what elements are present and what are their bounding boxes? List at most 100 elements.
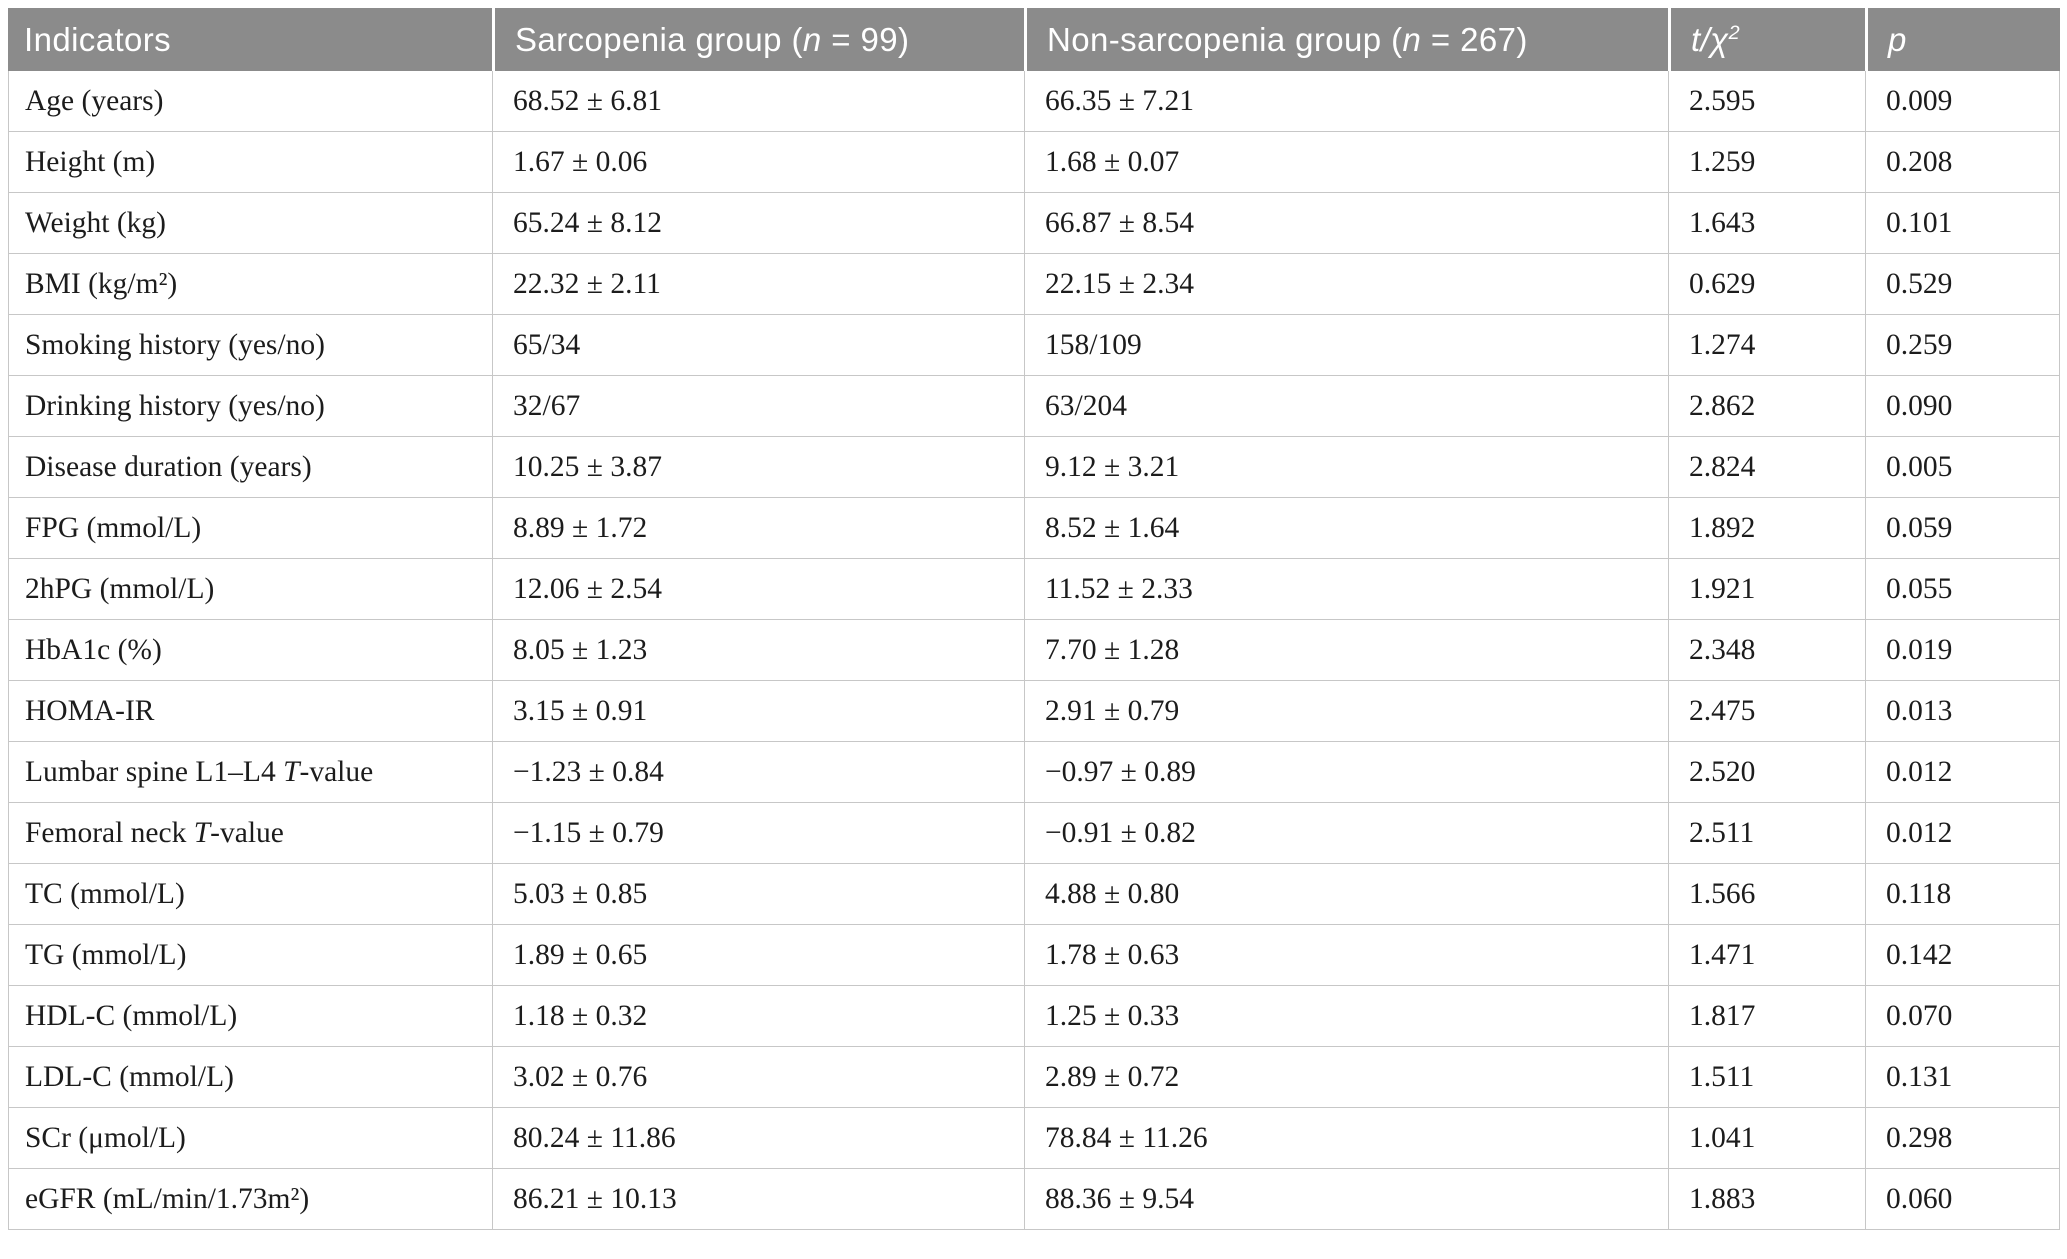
table-row: LDL-C (mmol/L) 3.02 ± 0.76 2.89 ± 0.72 1.51… (8, 1047, 2060, 1108)
cell-p-value: 0.259 (1865, 315, 2060, 376)
cell-indicator: 2hPG (mmol/L) (8, 559, 492, 620)
cell-p-value: 0.013 (1865, 681, 2060, 742)
cell-non-sarcopenia-value: 4.88 ± 0.80 (1024, 864, 1668, 925)
column-header-indicators: Indicators (8, 8, 492, 71)
cell-non-sarcopenia-value: −0.97 ± 0.89 (1024, 742, 1668, 803)
chi-superscript-2: 2 (1728, 21, 1740, 44)
table-row: Disease duration (years) 10.25 ± 3.87 9.12… (8, 437, 2060, 498)
cell-sarcopenia-value: −1.23 ± 0.84 (492, 742, 1024, 803)
cell-t-chi2-value: 1.511 (1668, 1047, 1865, 1108)
cell-sarcopenia-value: 8.89 ± 1.72 (492, 498, 1024, 559)
cell-sarcopenia-value: 65/34 (492, 315, 1024, 376)
table-row: 2hPG (mmol/L) 12.06 ± 2.54 11.52 ± 2.33 1.9… (8, 559, 2060, 620)
cell-indicator: eGFR (mL/min/1.73m²) (8, 1169, 492, 1230)
cell-indicator: TG (mmol/L) (8, 925, 492, 986)
table-header-row: Indicators Sarcopenia group (n = 99) Non… (8, 8, 2060, 71)
column-header-non-sarcopenia-group: Non-sarcopenia group (n = 267) (1024, 8, 1668, 71)
cell-sarcopenia-value: 12.06 ± 2.54 (492, 559, 1024, 620)
cell-p-value: 0.012 (1865, 742, 2060, 803)
cell-sarcopenia-value: 1.18 ± 0.32 (492, 986, 1024, 1047)
table-row: Weight (kg) 65.24 ± 8.12 66.87 ± 8.54 1.643… (8, 193, 2060, 254)
cell-t-chi2-value: 2.475 (1668, 681, 1865, 742)
cell-p-value: 0.019 (1865, 620, 2060, 681)
cell-non-sarcopenia-value: −0.91 ± 0.82 (1024, 803, 1668, 864)
cell-non-sarcopenia-value: 1.68 ± 0.07 (1024, 132, 1668, 193)
slash: / (1700, 20, 1711, 58)
cell-p-value: 0.298 (1865, 1108, 2060, 1169)
cell-t-chi2-value: 1.274 (1668, 315, 1865, 376)
cell-non-sarcopenia-value: 11.52 ± 2.33 (1024, 559, 1668, 620)
table-row: Drinking history (yes/no) 32/67 63/204 2.86… (8, 376, 2060, 437)
cell-non-sarcopenia-value: 78.84 ± 11.26 (1024, 1108, 1668, 1169)
cell-t-chi2-value: 0.629 (1668, 254, 1865, 315)
table-row: HOMA-IR 3.15 ± 0.91 2.91 ± 0.79 2.475 0.013 (8, 681, 2060, 742)
cell-indicator: BMI (kg/m²) (8, 254, 492, 315)
italic-t: t (1691, 20, 1701, 58)
table-row: Femoral neck T-value −1.15 ± 0.79 −0.91 ± … (8, 803, 2060, 864)
cell-sarcopenia-value: 8.05 ± 1.23 (492, 620, 1024, 681)
table-row: HDL-C (mmol/L) 1.18 ± 0.32 1.25 ± 0.33 1.81… (8, 986, 2060, 1047)
cell-t-chi2-value: 2.824 (1668, 437, 1865, 498)
italic-chi: χ (1710, 20, 1729, 58)
table-body: Age (years) 68.52 ± 6.81 66.35 ± 7.21 2.595… (8, 71, 2060, 1230)
cell-non-sarcopenia-value: 158/109 (1024, 315, 1668, 376)
cell-p-value: 0.101 (1865, 193, 2060, 254)
cell-t-chi2-value: 1.643 (1668, 193, 1865, 254)
cell-p-value: 0.118 (1865, 864, 2060, 925)
italic-n: n (1402, 20, 1422, 58)
cell-t-chi2-value: 2.348 (1668, 620, 1865, 681)
cell-p-value: 0.012 (1865, 803, 2060, 864)
cell-non-sarcopenia-value: 2.89 ± 0.72 (1024, 1047, 1668, 1108)
cell-p-value: 0.055 (1865, 559, 2060, 620)
cell-indicator: Drinking history (yes/no) (8, 376, 492, 437)
italic-p: p (1888, 20, 1907, 58)
column-header-p: p (1865, 8, 2060, 71)
cell-p-value: 0.005 (1865, 437, 2060, 498)
table-row: HbA1c (%) 8.05 ± 1.23 7.70 ± 1.28 2.348 0.01… (8, 620, 2060, 681)
cell-non-sarcopenia-value: 63/204 (1024, 376, 1668, 437)
cell-p-value: 0.070 (1865, 986, 2060, 1047)
cell-indicator: Height (m) (8, 132, 492, 193)
cell-p-value: 0.059 (1865, 498, 2060, 559)
table-row: eGFR (mL/min/1.73m²) 86.21 ± 10.13 88.36 ±… (8, 1169, 2060, 1230)
cell-indicator: Age (years) (8, 71, 492, 132)
cell-sarcopenia-value: 65.24 ± 8.12 (492, 193, 1024, 254)
cell-p-value: 0.131 (1865, 1047, 2060, 1108)
baseline-characteristics-table-wrap: Indicators Sarcopenia group (n = 99) Non… (8, 8, 2060, 1230)
cell-p-value: 0.060 (1865, 1169, 2060, 1230)
cell-sarcopenia-value: 32/67 (492, 376, 1024, 437)
cell-indicator: Lumbar spine L1–L4 T-value (8, 742, 492, 803)
cell-sarcopenia-value: 3.02 ± 0.76 (492, 1047, 1024, 1108)
column-header-t-chi2: t/χ2 (1668, 8, 1865, 71)
cell-indicator: Weight (kg) (8, 193, 492, 254)
cell-indicator: TC (mmol/L) (8, 864, 492, 925)
column-header-label: Sarcopenia group ( (515, 20, 803, 58)
cell-non-sarcopenia-value: 66.35 ± 7.21 (1024, 71, 1668, 132)
cell-t-chi2-value: 2.511 (1668, 803, 1865, 864)
cell-t-chi2-value: 2.520 (1668, 742, 1865, 803)
cell-non-sarcopenia-value: 7.70 ± 1.28 (1024, 620, 1668, 681)
cell-sarcopenia-value: 68.52 ± 6.81 (492, 71, 1024, 132)
cell-t-chi2-value: 1.566 (1668, 864, 1865, 925)
cell-t-chi2-value: 1.883 (1668, 1169, 1865, 1230)
cell-p-value: 0.208 (1865, 132, 2060, 193)
cell-p-value: 0.090 (1865, 376, 2060, 437)
table-row: Age (years) 68.52 ± 6.81 66.35 ± 7.21 2.595… (8, 71, 2060, 132)
table-row: Height (m) 1.67 ± 0.06 1.68 ± 0.07 1.259 0.2… (8, 132, 2060, 193)
cell-non-sarcopenia-value: 8.52 ± 1.64 (1024, 498, 1668, 559)
cell-non-sarcopenia-value: 22.15 ± 2.34 (1024, 254, 1668, 315)
cell-non-sarcopenia-value: 88.36 ± 9.54 (1024, 1169, 1668, 1230)
baseline-characteristics-table: Indicators Sarcopenia group (n = 99) Non… (8, 8, 2060, 1230)
cell-indicator: HOMA-IR (8, 681, 492, 742)
cell-non-sarcopenia-value: 66.87 ± 8.54 (1024, 193, 1668, 254)
cell-t-chi2-value: 2.862 (1668, 376, 1865, 437)
cell-non-sarcopenia-value: 1.25 ± 0.33 (1024, 986, 1668, 1047)
cell-sarcopenia-value: 80.24 ± 11.86 (492, 1108, 1024, 1169)
table-row: FPG (mmol/L) 8.89 ± 1.72 8.52 ± 1.64 1.892 0… (8, 498, 2060, 559)
cell-sarcopenia-value: 10.25 ± 3.87 (492, 437, 1024, 498)
cell-indicator: Femoral neck T-value (8, 803, 492, 864)
column-header-sarcopenia-group: Sarcopenia group (n = 99) (492, 8, 1024, 71)
cell-sarcopenia-value: 1.67 ± 0.06 (492, 132, 1024, 193)
cell-p-value: 0.142 (1865, 925, 2060, 986)
column-header-label: Non-sarcopenia group ( (1047, 20, 1403, 58)
